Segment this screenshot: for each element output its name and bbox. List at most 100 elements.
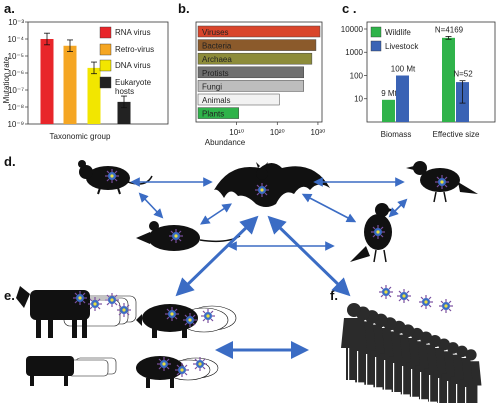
x-category-label: Biomass bbox=[381, 130, 412, 139]
arrow-wildlife-humans bbox=[267, 215, 351, 297]
legend-swatch bbox=[370, 26, 382, 38]
legend-label: Wildlife bbox=[385, 28, 411, 37]
bar-fungi bbox=[197, 80, 304, 92]
legend-label: Retro-virus bbox=[115, 45, 154, 54]
y-tick-label: 10⁻⁶ bbox=[8, 69, 24, 78]
y-tick-label: 10⁻⁸ bbox=[8, 103, 25, 112]
human-crowd bbox=[341, 303, 482, 403]
crowd-separator bbox=[366, 354, 368, 395]
pig-icon bbox=[136, 356, 219, 388]
spillover-arrows bbox=[175, 215, 351, 359]
value-label: 9 Mt bbox=[381, 89, 397, 98]
virus-icon bbox=[396, 288, 412, 304]
panel-a-chart: Mutation rate Taxonomic group 10⁻³ 10⁻⁴ 10… bbox=[2, 18, 169, 141]
y-tick-label: 10⁻⁵ bbox=[8, 52, 24, 61]
virus-icon bbox=[254, 182, 270, 198]
bar-dna-virus bbox=[87, 67, 101, 124]
bar-label-fungi: Fungi bbox=[202, 82, 222, 91]
bar-label-viruses: Viruses bbox=[202, 28, 229, 37]
bar-label-protists: Protists bbox=[202, 69, 229, 78]
bar-label-plants: Plants bbox=[202, 110, 224, 119]
crowd-separator bbox=[357, 351, 359, 394]
virus-icon bbox=[418, 294, 434, 310]
x-tick-label: 10²⁰ bbox=[270, 128, 285, 137]
panel-label-c: c . bbox=[342, 1, 356, 16]
panel-label-b: b. bbox=[178, 1, 190, 16]
crowd-separator bbox=[384, 360, 386, 398]
bar-label-archaea: Archaea bbox=[202, 55, 232, 64]
legend-label: Livestock bbox=[385, 42, 419, 51]
y-tick-label: 10⁻⁹ bbox=[7, 120, 24, 129]
legend-label: DNA virus bbox=[115, 61, 151, 70]
crowd-separator bbox=[411, 369, 413, 403]
arrow-rat-bat bbox=[200, 203, 232, 225]
bar-retro-virus bbox=[63, 45, 77, 124]
bar-viruses bbox=[197, 25, 321, 38]
x-tick-label: 10³⁰ bbox=[311, 128, 326, 137]
virus-icon bbox=[378, 284, 394, 300]
virus-icon bbox=[168, 228, 184, 244]
crowd-separator bbox=[402, 366, 404, 401]
cow-icon bbox=[26, 356, 117, 386]
virus-icon bbox=[104, 168, 120, 184]
crowd-separator bbox=[348, 348, 350, 392]
bird-icon bbox=[406, 161, 478, 203]
bar-rna-virus bbox=[40, 39, 54, 124]
panel-label-e: e. bbox=[4, 288, 15, 303]
x-category-label: Effective size bbox=[433, 130, 481, 139]
y-tick-label: 10000 bbox=[341, 25, 364, 34]
virus-icon bbox=[438, 298, 454, 314]
panel-c-frame bbox=[366, 21, 496, 123]
crowd-separator bbox=[375, 357, 377, 397]
crowd-separator bbox=[456, 384, 458, 403]
panel-a-xlabel: Taxonomic group bbox=[50, 132, 111, 141]
bar-protists bbox=[197, 66, 304, 79]
mouse-icon bbox=[78, 160, 153, 195]
cow-icon bbox=[16, 286, 137, 338]
y-tick-label: 10⁻⁴ bbox=[7, 35, 24, 44]
bar-label-animals: Animals bbox=[202, 96, 230, 105]
arrow-mouse-rat bbox=[138, 192, 164, 219]
pigeon-icon bbox=[350, 203, 394, 263]
bar-wildlife-biomass bbox=[382, 99, 395, 122]
crowd-separator bbox=[393, 363, 395, 400]
rat-icon bbox=[136, 221, 241, 251]
y-tick-label: 10 bbox=[354, 95, 363, 104]
livestock-herd bbox=[16, 286, 237, 388]
panel-c-chart: 10000 1000 100 10 9 Mt 100 Mt Biomass N=4169 N=5… bbox=[341, 21, 496, 139]
panel-label-a: a. bbox=[4, 1, 15, 16]
panel-b-frame bbox=[195, 21, 323, 123]
value-label: N=4169 bbox=[435, 25, 464, 34]
y-tick-label: 10⁻⁷ bbox=[8, 86, 24, 95]
virus-icon bbox=[434, 174, 450, 190]
legend-swatch bbox=[99, 26, 112, 39]
crowd-separator bbox=[438, 378, 440, 403]
bar-wildlife-effective-size bbox=[442, 37, 455, 122]
bar-eukaryote-hosts bbox=[117, 101, 131, 124]
panel-label-f: f. bbox=[330, 288, 338, 303]
value-label: 100 Mt bbox=[391, 64, 416, 73]
panel-b-xlabel: Abundance bbox=[205, 138, 246, 147]
x-tick-label: 10¹⁰ bbox=[229, 128, 244, 137]
panel-label-d: d. bbox=[4, 154, 16, 169]
legend-swatch bbox=[99, 43, 112, 56]
bar-archaea bbox=[197, 52, 313, 65]
legend-swatch bbox=[99, 59, 112, 72]
arrow-bat-pigeon bbox=[301, 193, 357, 223]
human-viruses bbox=[378, 284, 454, 314]
crowd-separator bbox=[420, 372, 422, 403]
crowd-separator bbox=[447, 381, 449, 403]
panel-a-ylabel: Mutation rate bbox=[2, 56, 11, 103]
arrow-wildlife-livestock bbox=[175, 215, 259, 297]
bar-animals bbox=[197, 93, 280, 106]
arrow-bird-pigeon bbox=[388, 198, 408, 218]
virus-icon bbox=[370, 224, 386, 240]
crowd-separator bbox=[429, 375, 431, 403]
value-label: N=52 bbox=[453, 70, 473, 79]
legend-label: RNA virus bbox=[115, 28, 151, 37]
legend-label: hosts bbox=[115, 87, 134, 96]
bar-plants bbox=[197, 107, 239, 119]
panel-b-chart: Abundance Viruses Bacteria Archaea Protists… bbox=[195, 21, 326, 147]
pig-icon bbox=[136, 304, 237, 338]
